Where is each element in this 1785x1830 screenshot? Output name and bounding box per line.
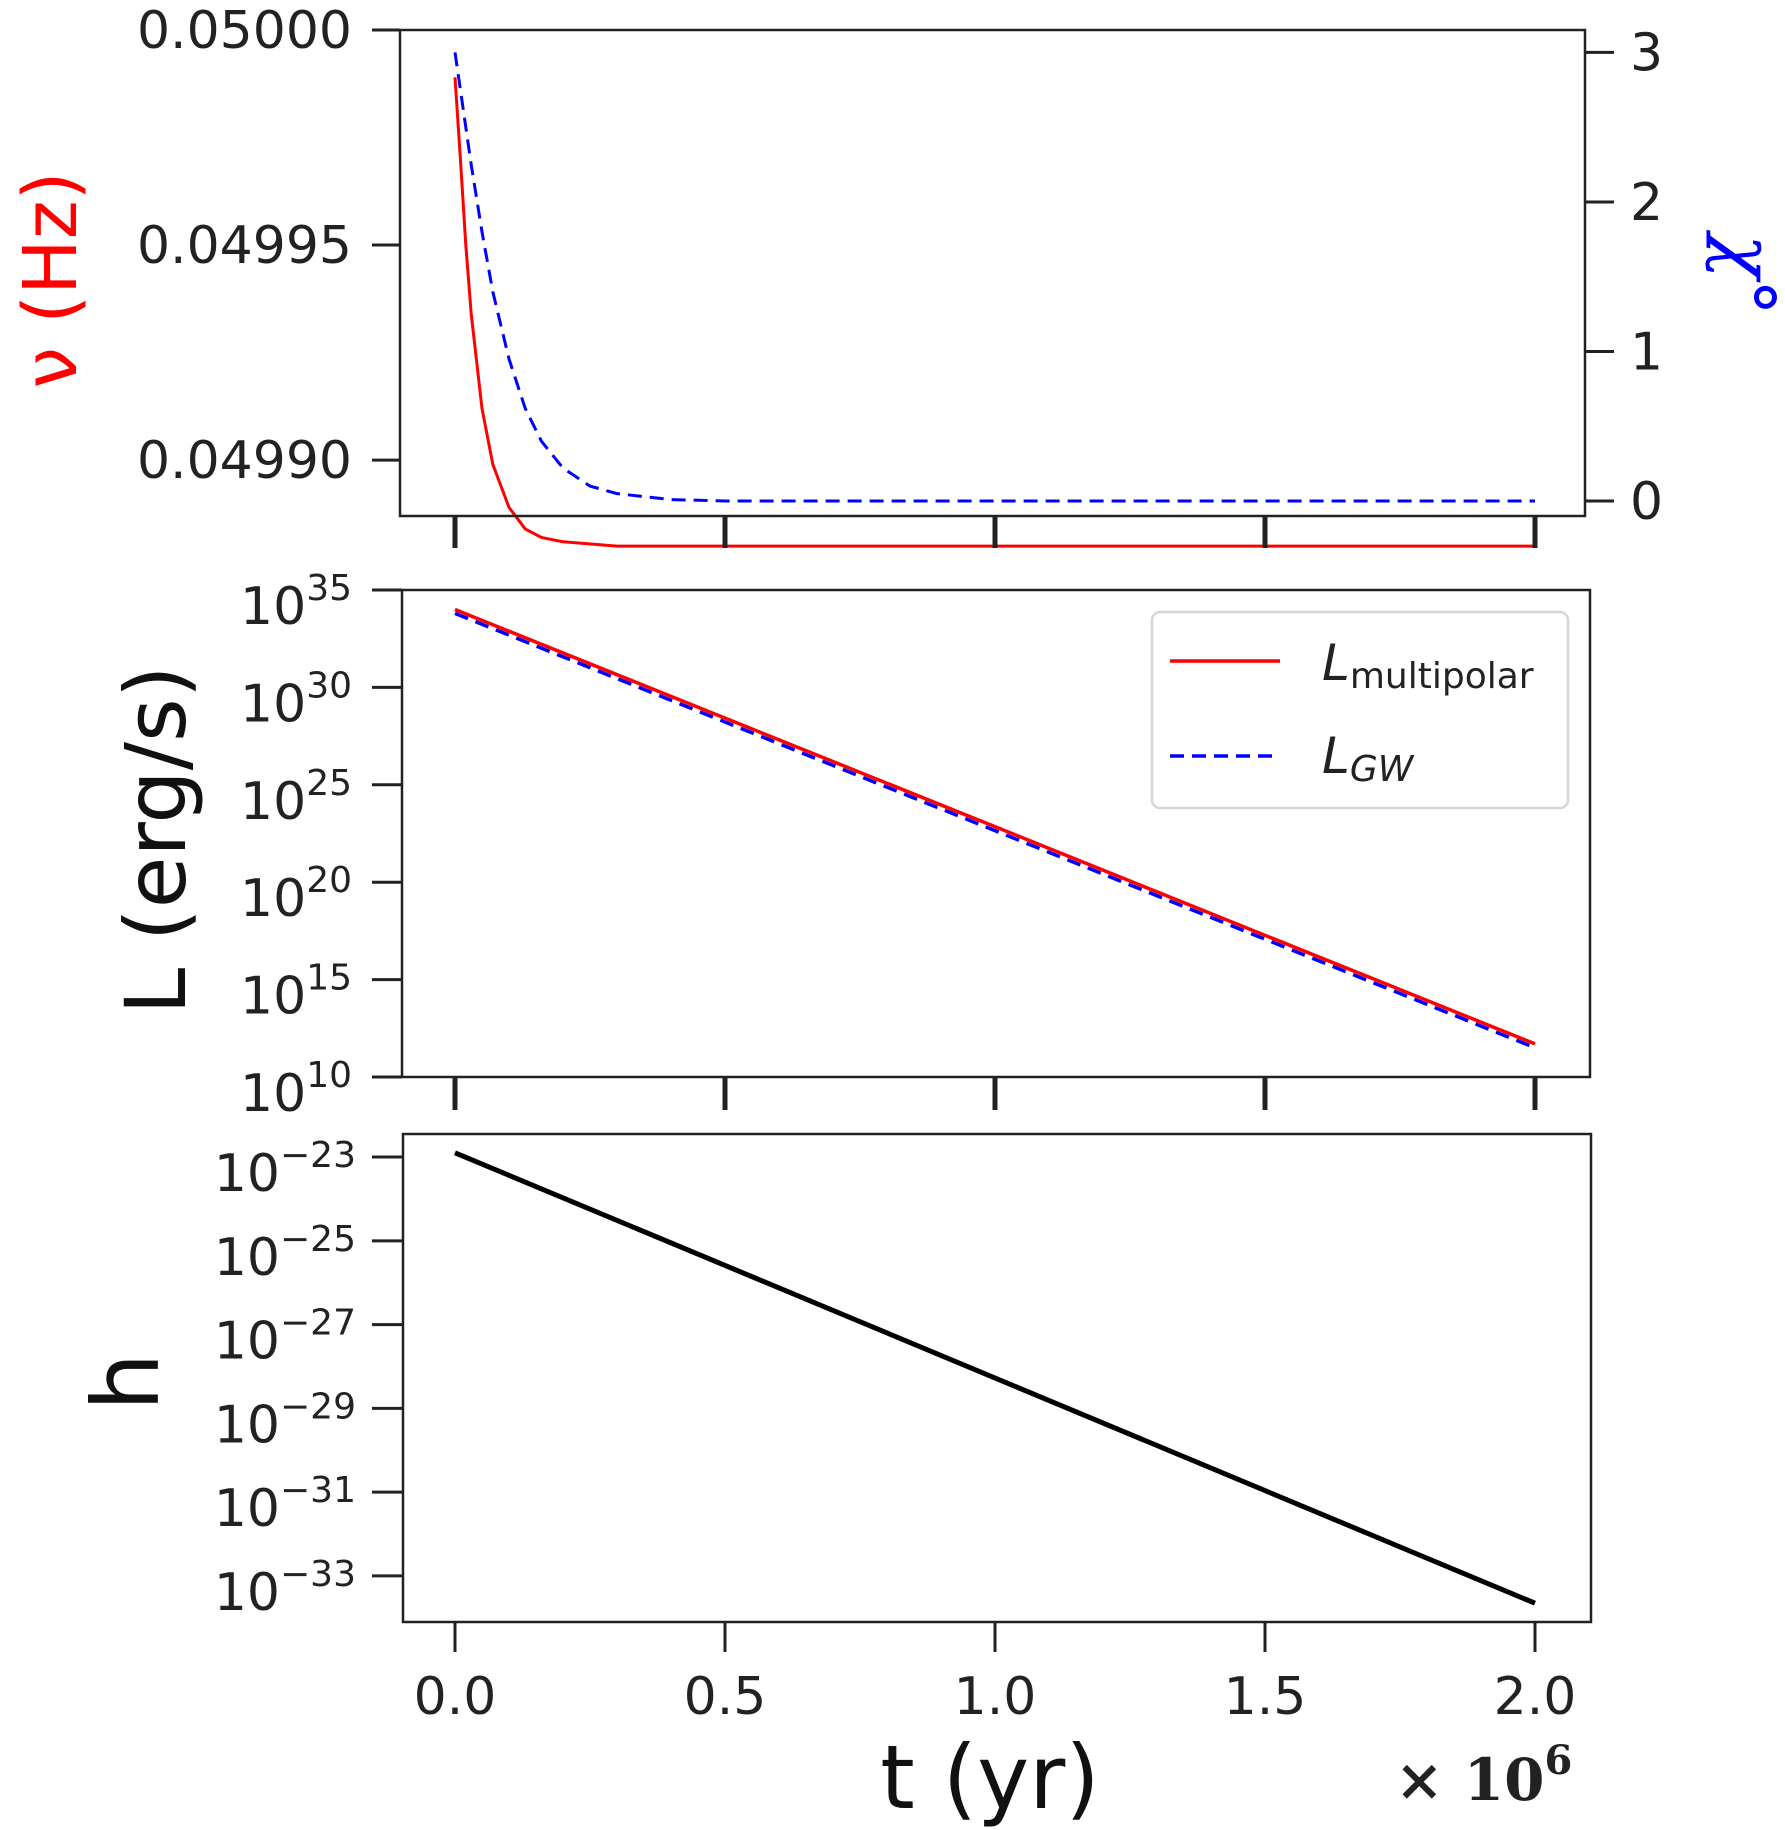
ytick-middle-0: 1035 (240, 568, 402, 637)
ytick-left-label-1: 0.04995 (137, 216, 352, 276)
panel-top: 0.05000 0.04995 0.04990 3 2 1 0 ν (Hz) χ… (8, 1, 1785, 548)
ytick-right-label-0: 3 (1630, 23, 1663, 83)
middle-xticks (452, 1077, 1538, 1110)
ytick-left-label-2: 0.04990 (137, 431, 352, 491)
ytick-bottom-2: 10−27 (214, 1303, 403, 1372)
series-l-multipolar-line (454, 607, 1536, 1046)
top-left-ticks: 0.05000 0.04995 0.04990 (137, 1, 400, 491)
ytick-bottom-label-1: 10−25 (214, 1219, 356, 1288)
ylabel-luminosity: L (erg/s) (107, 665, 205, 1014)
bottom-plot-frame (401, 1132, 1593, 1624)
mid-curves (454, 607, 1536, 1050)
xtick-label-3: 1.5 (1224, 1667, 1307, 1727)
ytick-bottom-3: 10−29 (214, 1386, 403, 1455)
bottom-xticks: 0.0 0.5 1.0 1.5 2.0 (414, 1622, 1577, 1727)
xlabel-time: t (yr) (880, 1726, 1099, 1829)
ytick-right-label-1: 2 (1630, 173, 1663, 233)
ylabel-h: h (73, 1353, 180, 1411)
ylabel-nu: ν (Hz) (8, 171, 94, 388)
series-chi-line (453, 52, 1535, 503)
panel-middle: 1035 1030 1025 1020 1015 1010 (107, 568, 1592, 1124)
series-h-line (454, 1150, 1536, 1606)
series-nu-line (453, 77, 1535, 548)
ytick-bottom-0: 10−23 (214, 1135, 403, 1204)
ytick-bottom-4: 10−31 (214, 1470, 403, 1539)
ytick-middle-label-2: 1025 (240, 763, 352, 832)
ytick-middle-3: 1020 (240, 860, 402, 929)
legend: Lmultipolar LGW (1150, 610, 1570, 810)
ytick-bottom-label-4: 10−31 (214, 1470, 356, 1539)
panel-bottom: 10−23 10−25 10−27 10−29 10−31 10−33 (73, 1132, 1593, 1727)
series-l-gw-line (454, 611, 1536, 1050)
middle-yticks: 1035 1030 1025 1020 1015 1010 (240, 568, 402, 1124)
ytick-bottom-label-0: 10−23 (214, 1135, 356, 1204)
xtick-label-4: 2.0 (1494, 1667, 1577, 1727)
xtick-label-1: 0.5 (684, 1667, 767, 1727)
ytick-middle-label-0: 1035 (240, 568, 352, 637)
ytick-middle-1: 1030 (240, 665, 402, 734)
ytick-bottom-label-2: 10−27 (214, 1303, 356, 1372)
ytick-middle-label-4: 1015 (240, 958, 352, 1027)
top-xticks (452, 516, 1538, 548)
ytick-middle-label-3: 1020 (240, 860, 352, 929)
ytick-middle-label-5: 1010 (240, 1055, 352, 1124)
ytick-bottom-1: 10−25 (214, 1219, 403, 1288)
ytick-left-label-0: 0.05000 (137, 1, 352, 61)
legend-label-gw: LGW (1322, 727, 1415, 790)
x-multiplier: × 106 (1395, 1737, 1572, 1814)
ytick-middle-2: 1025 (240, 763, 402, 832)
ytick-bottom-5: 10−33 (214, 1554, 403, 1623)
ytick-bottom-label-3: 10−29 (214, 1386, 356, 1455)
ytick-bottom-label-5: 10−33 (214, 1554, 356, 1623)
ytick-right-label-2: 1 (1630, 323, 1663, 383)
legend-label-multipolar: Lmultipolar (1322, 634, 1534, 697)
ytick-right-label-3: 0 (1630, 472, 1663, 532)
xtick-label-0: 0.0 (414, 1667, 497, 1727)
top-right-ticks: 3 2 1 0 (1585, 23, 1663, 532)
ytick-middle-4: 1015 (240, 958, 402, 1027)
bottom-yticks: 10−23 10−25 10−27 10−29 10−31 10−33 (214, 1135, 403, 1623)
ylabel-chi: χ° (1704, 229, 1785, 316)
xtick-label-2: 1.0 (954, 1667, 1037, 1727)
ytick-middle-5: 1010 (240, 1055, 402, 1124)
ytick-middle-label-1: 1030 (240, 665, 352, 734)
top-curves (453, 52, 1535, 548)
